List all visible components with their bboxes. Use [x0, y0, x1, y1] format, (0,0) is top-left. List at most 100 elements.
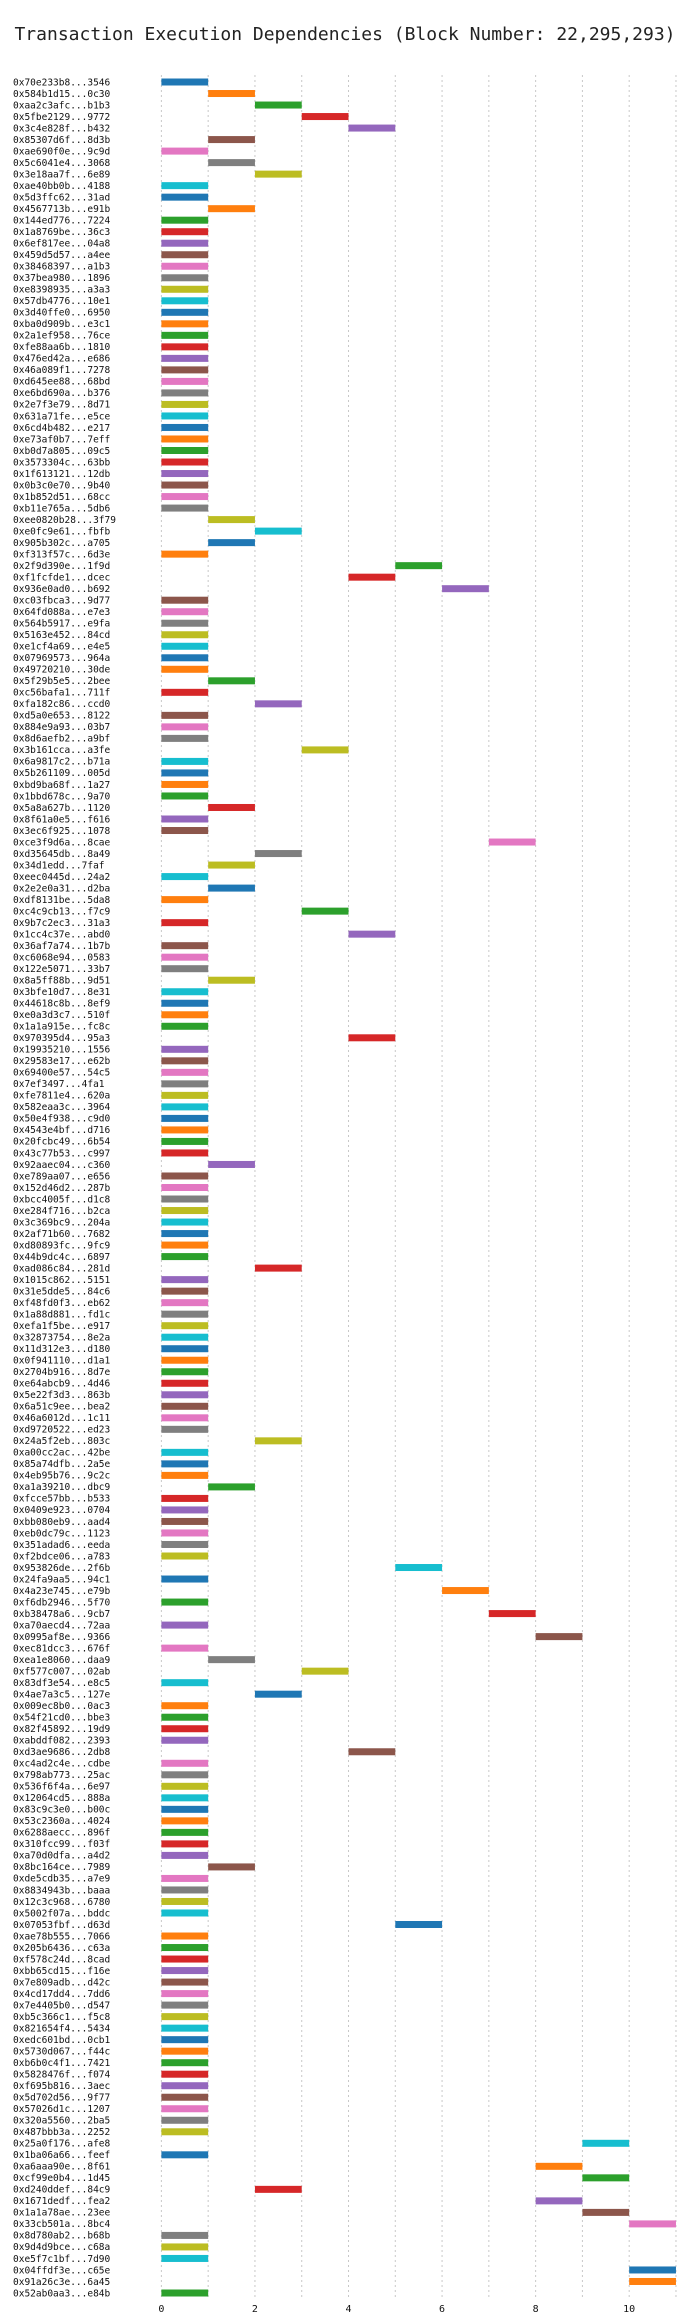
task-bar — [161, 1299, 209, 1307]
task-bar — [161, 481, 209, 489]
task-bar — [161, 216, 209, 224]
task-bar — [161, 1828, 209, 1836]
y-tick-label: 0x34d1edd...7faf — [13, 860, 105, 871]
y-tick-label: 0x144ed776...7224 — [13, 215, 111, 226]
task-bar — [161, 354, 209, 362]
task-bar — [161, 1057, 209, 1065]
y-tick-label: 0x5e22f3d3...863b — [13, 1390, 111, 1401]
y-tick-label: 0x953826de...2f6b — [13, 1563, 111, 1574]
y-tick-label: 0xe1cf4a69...e4e5 — [13, 642, 110, 653]
y-tick-label: 0x1a1a915e...fc8c — [13, 1022, 110, 1033]
task-bar — [161, 1011, 209, 1019]
y-tick-label: 0x24a5f2eb...803c — [13, 1436, 110, 1447]
y-tick-label: 0xe789aa07...e656 — [13, 1171, 111, 1182]
task-bar — [161, 711, 209, 719]
task-bar — [161, 1598, 209, 1606]
y-tick-label: 0x821654f4...5434 — [13, 2023, 111, 2034]
y-tick-label: 0x5b261109...005d — [13, 768, 110, 779]
y-tick-label: 0xee0820b28...3f79 — [13, 515, 116, 526]
y-tick-label: 0xd645ee88...68bd — [13, 377, 110, 388]
task-bar — [161, 1310, 209, 1318]
task-bar — [161, 2013, 209, 2021]
task-bar — [161, 953, 209, 961]
task-bar — [161, 239, 209, 247]
y-tick-label: 0x205b6436...c63a — [13, 1943, 110, 1954]
y-tick-label: 0xad086c84...281d — [13, 1263, 110, 1274]
task-bar — [161, 1414, 209, 1422]
task-bar — [161, 815, 209, 823]
y-tick-label: 0x44b9dc4c...6897 — [13, 1252, 110, 1263]
task-bar — [161, 1425, 209, 1433]
y-tick-label: 0xf578c24d...8cad — [13, 1954, 110, 1965]
task-bar — [161, 1391, 209, 1399]
task-bar — [161, 1990, 209, 1998]
y-tick-label: 0xfe88aa6b...1810 — [13, 342, 111, 353]
task-bar — [161, 1114, 209, 1122]
y-tick-label: 0x5d702d56...9f77 — [13, 2093, 110, 2104]
task-bar — [161, 2001, 209, 2009]
task-bar — [161, 343, 209, 351]
y-tick-label: 0x3573304c...63bb — [13, 457, 111, 468]
y-tick-label: 0x5f29b5e5...2bee — [13, 676, 111, 687]
y-tick-label: 0xefa1f5be...e917 — [13, 1321, 110, 1332]
task-bar — [161, 1702, 209, 1710]
task-bar — [161, 1621, 209, 1629]
y-tick-label: 0x8834943b...baaa — [13, 1885, 110, 1896]
task-bar — [161, 642, 209, 650]
y-tick-label: 0x1a8769be...36c3 — [13, 227, 110, 238]
y-tick-label: 0x1671dedf...fea2 — [13, 2196, 110, 2207]
task-bar — [161, 2059, 209, 2067]
task-bar — [161, 1068, 209, 1076]
y-tick-label: 0x85a74dfb...2a5e — [13, 1459, 111, 1470]
task-bar — [161, 688, 209, 696]
y-tick-label: 0x1f613121...12db — [13, 469, 111, 480]
y-tick-label: 0xbb65cd15...f16e — [13, 1966, 111, 1977]
y-tick-label: 0xeec0445d...24a2 — [13, 872, 110, 883]
task-bar — [161, 470, 209, 478]
task-bar — [161, 723, 209, 731]
task-bar — [208, 159, 255, 167]
y-tick-label: 0x70e233b8...3546 — [13, 77, 111, 88]
y-tick-label: 0x798ab773...25ac — [13, 1770, 110, 1781]
y-tick-label: 0x5c6041e4...3068 — [13, 158, 111, 169]
task-bar — [161, 1805, 209, 1813]
y-tick-label: 0xc6068e94...0583 — [13, 952, 110, 963]
y-tick-label: 0xb11e765a...5db6 — [13, 503, 111, 514]
task-bar — [161, 1091, 209, 1099]
task-bar — [161, 1230, 209, 1238]
y-tick-label: 0x8bc164ce...7989 — [13, 1862, 111, 1873]
y-tick-label: 0xea1e8060...daa9 — [13, 1655, 111, 1666]
task-bar — [208, 136, 255, 144]
task-bar — [161, 1333, 209, 1341]
task-bar — [395, 1564, 443, 1572]
y-tick-label: 0xae690f0e...9c9d — [13, 146, 110, 157]
y-tick-label: 0x6288aecc...896f — [13, 1828, 110, 1839]
task-bar — [348, 930, 396, 938]
task-bar — [161, 1552, 209, 1560]
y-tick-label: 0xf313f57c...6d3e — [13, 549, 111, 560]
task-bar — [161, 2024, 209, 2032]
task-bar — [161, 550, 209, 558]
task-bar — [161, 493, 209, 501]
y-tick-label: 0x54f21cd0...bbe3 — [13, 1713, 110, 1724]
y-tick-label: 0xc4c9cb13...f7c9 — [13, 906, 111, 917]
task-bar — [161, 1575, 209, 1583]
y-tick-label: 0x884e9a93...03b7 — [13, 722, 110, 733]
task-bar — [488, 1610, 536, 1618]
task-bar — [161, 619, 209, 627]
task-bar — [208, 516, 255, 524]
task-bar — [348, 1748, 396, 1756]
y-tick-label: 0x582eaa3c...3964 — [13, 1102, 111, 1113]
y-tick-label: 0x46a089f1...7278 — [13, 365, 111, 376]
y-tick-label: 0xd5a0e653...8122 — [13, 711, 110, 722]
task-bar — [161, 1494, 209, 1502]
y-tick-label: 0x83c9c3e0...b00c — [13, 1805, 110, 1816]
y-tick-label: 0x53c2360a...4024 — [13, 1816, 111, 1827]
task-bar — [161, 1517, 209, 1525]
y-tick-label: 0x0995af8e...9366 — [13, 1632, 111, 1643]
task-bar — [208, 1863, 255, 1871]
task-bar — [161, 1909, 209, 1917]
task-bar — [161, 1840, 209, 1848]
y-tick-label: 0xedc601bd...0cb1 — [13, 2035, 111, 2046]
y-tick-label: 0x24fa9aa5...94c1 — [13, 1574, 111, 1585]
